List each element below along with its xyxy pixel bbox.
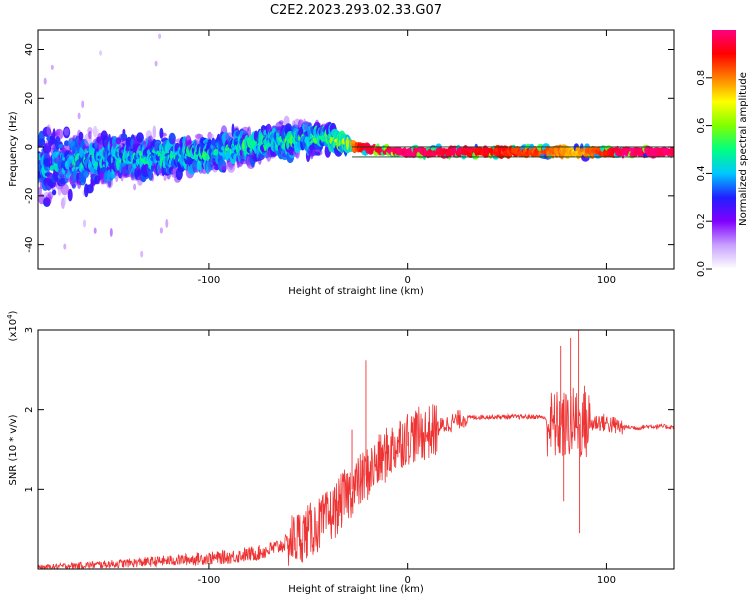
spectrogram-cell [47,191,54,200]
y-tick-label: 1 [24,486,35,492]
snr-frame [37,329,675,570]
spectrogram-cell [77,112,81,120]
y-tick-label: -20 [24,188,35,204]
spectrogram-cell [278,120,284,125]
y-tick-label: -40 [24,236,35,252]
spectrogram-cell [133,183,137,191]
x-tick-label: 100 [597,575,616,586]
spectrogram-scatter [38,33,352,258]
spectrogram-cell [46,124,51,136]
spectrogram-cell [163,175,167,181]
spectrogram-cell [50,64,54,70]
snr-line [38,387,674,569]
spectrogram-cell [209,133,214,139]
spectrogram-cell [670,148,674,157]
spectrogram-cell [154,60,158,67]
spectrogram-cell [52,128,56,142]
colorbar-tick-label: 0.4 [696,165,707,181]
spectrogram-band [346,139,674,162]
spectrogram-cell [83,219,86,228]
snr-panel: -100 0 100 1 2 3 Height of straight line (km)… [6,310,675,595]
y-tick-label: 20 [24,92,35,105]
spectrogram-cell [60,183,69,196]
spectrogram-ticks: -100 0 100 -40 -20 0 20 40 [24,30,674,286]
snr-y-label: SNR (10 * v/v) [8,414,19,485]
y-tick-label: 3 [24,327,35,333]
spectrogram-cell [88,130,92,140]
spectrogram-cell [159,227,163,234]
spectrogram-cell [81,100,85,109]
colorbar: 0.0 0.2 0.4 0.6 0.8 Normalized spectral ampl… [696,30,749,277]
spectrogram-cell [159,132,167,137]
spectrogram-cell [38,138,46,146]
spectrogram-cell [64,140,70,147]
y-tick-label: 40 [24,43,35,56]
spectrogram-cell [63,127,70,136]
x-tick-label: -100 [198,575,221,586]
snr-y-scale: (x104) [6,310,19,341]
spectrogram-frame [37,29,675,270]
colorbar-label: Normalized spectral amplitude [738,72,749,226]
y-tick-label: 0 [24,144,35,150]
spectrogram-cell [93,227,97,234]
x-tick-label: -100 [198,275,221,286]
chart-title: C2E2.2023.293.02.33.G07 [270,3,442,18]
spectrogram-cell [63,243,67,250]
spectrogram-cell [99,50,103,56]
x-tick-label: 100 [597,275,616,286]
y-tick-label: 2 [24,406,35,412]
snr-ticks: -100 0 100 1 2 3 [24,327,674,586]
spectrogram-y-label: Frequency (Hz) [8,111,19,187]
spectrogram-cell [136,132,144,143]
spectrogram-cell [158,33,162,39]
spectrogram-cell [140,250,144,258]
spectrogram-cell [67,188,73,202]
spectrogram-cell [123,173,132,178]
spectrogram-cell [165,218,169,228]
x-tick-label: 0 [404,275,410,286]
spectrogram-cell [78,131,84,141]
spectrogram-heatmap [38,33,674,258]
spectrogram-cell [110,170,116,179]
spectrogram-cell [43,77,47,85]
spectrogram-cell [346,136,349,150]
colorbar-ticks: 0.0 0.2 0.4 0.6 0.8 [696,70,712,277]
spectrogram-cell [63,195,67,206]
colorbar-gradient [712,30,736,269]
colorbar-tick-label: 0.8 [696,70,707,86]
colorbar-tick-label: 0.6 [696,118,707,134]
snr-x-label: Height of straight line (km) [288,584,424,595]
colorbar-tick-label: 0.0 [696,261,707,277]
spectrogram-cell [52,189,57,196]
spectrogram-x-label: Height of straight line (km) [288,286,424,297]
spectrogram-cell [152,125,157,139]
spectrogram-cell [220,164,228,171]
spectrogram-panel: -100 0 100 -40 -20 0 20 40 Height of straight l… [8,29,675,297]
spectrogram-cell [151,173,154,182]
colorbar-tick-label: 0.2 [696,213,707,229]
spectrogram-cell [109,227,113,237]
x-tick-label: 0 [404,575,410,586]
spectrogram-cell [55,128,64,140]
